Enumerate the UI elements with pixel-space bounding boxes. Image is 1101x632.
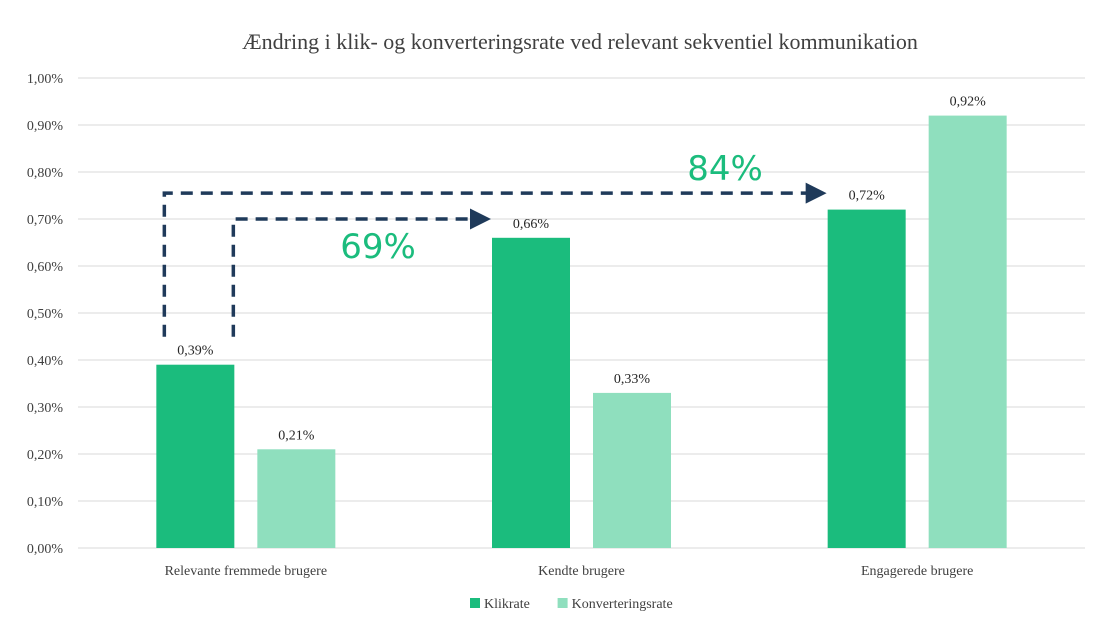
growth-arrows: 69% 84% xyxy=(162,149,827,337)
chart-title: Ændring i klik- og konverteringsrate ved… xyxy=(242,29,918,54)
legend-label-konverteringsrate: Konverteringsrate xyxy=(572,597,673,612)
x-category-label: Kendte brugere xyxy=(538,564,625,579)
data-label: 0,72% xyxy=(849,189,886,204)
y-tick-label: 0,90% xyxy=(27,119,64,134)
y-tick-label: 0,40% xyxy=(27,354,64,369)
bars xyxy=(156,115,1007,549)
annotation-69: 69% xyxy=(340,227,416,267)
y-tick-label: 0,30% xyxy=(27,401,64,416)
data-label: 0,33% xyxy=(614,372,651,387)
legend-swatch-klikrate xyxy=(470,598,480,608)
y-tick-label: 0,70% xyxy=(27,213,64,228)
arrow-84-connector xyxy=(162,182,827,337)
bar-klikrate xyxy=(827,209,906,548)
legend: Klikrate Konverteringsrate xyxy=(470,597,673,612)
bar-konverteringsrate xyxy=(257,449,336,548)
data-label: 0,21% xyxy=(278,428,315,443)
annotation-84: 84% xyxy=(687,149,763,189)
data-labels: 0,39% 0,66% 0,72% 0,21% 0,33% 0,92% xyxy=(177,95,986,444)
data-label: 0,92% xyxy=(950,95,987,110)
y-tick-label: 0,50% xyxy=(27,307,64,322)
y-tick-label: 0,00% xyxy=(27,542,64,557)
legend-swatch-konverteringsrate xyxy=(557,598,568,608)
legend-label-klikrate: Klikrate xyxy=(484,597,530,612)
y-tick-label: 0,80% xyxy=(27,166,64,181)
data-label: 0,39% xyxy=(177,344,214,359)
arrow-69-connector xyxy=(231,208,491,337)
bar-konverteringsrate xyxy=(593,392,671,548)
x-axis-categories: Relevante fremmede brugere Kendte brugere… xyxy=(165,564,974,579)
data-label: 0,66% xyxy=(513,217,550,232)
gridlines xyxy=(78,77,1085,549)
y-tick-label: 1,00% xyxy=(27,72,64,87)
bar-klikrate xyxy=(492,237,570,549)
bar-konverteringsrate xyxy=(928,115,1007,548)
y-tick-label: 0,60% xyxy=(27,260,64,275)
y-axis-ticks: 0,00% 0,10% 0,20% 0,30% 0,40% 0,50% 0,60% 0,70%… xyxy=(27,72,64,557)
bar-klikrate xyxy=(156,364,235,548)
y-tick-label: 0,20% xyxy=(27,448,64,463)
x-category-label: Engagerede brugere xyxy=(861,564,973,579)
y-tick-label: 0,10% xyxy=(27,495,64,510)
x-category-label: Relevante fremmede brugere xyxy=(165,564,327,579)
